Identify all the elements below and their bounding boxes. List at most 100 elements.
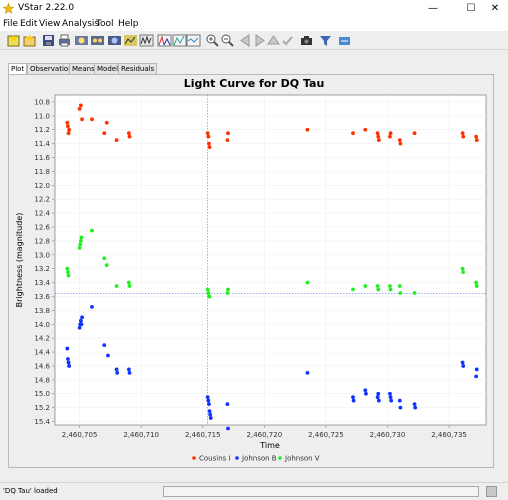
data-point	[126, 280, 131, 285]
title-bar: VStar 2.22.0 — ☐ ✕	[0, 0, 508, 18]
data-point	[364, 391, 368, 396]
data-point	[305, 127, 310, 132]
pan-up-icon[interactable]	[266, 33, 281, 48]
data-point	[412, 131, 417, 136]
y-tick-label: 11.4	[34, 140, 50, 148]
x-tick-label: 2,460,725	[308, 431, 344, 439]
zoom-in-icon[interactable]	[205, 33, 220, 48]
menu-edit[interactable]: Edit	[20, 19, 38, 29]
y-tick-label: 12.0	[34, 182, 50, 190]
close-button[interactable]: ✕	[490, 3, 500, 14]
data-point	[66, 124, 70, 129]
series-johnson-b	[65, 304, 479, 431]
y-tick-label: 14.0	[34, 321, 50, 329]
tab-plot[interactable]: Plot	[8, 63, 28, 75]
filter-icon[interactable]	[123, 33, 138, 48]
data-point	[65, 120, 70, 125]
data-point	[376, 287, 381, 292]
data-point	[114, 138, 119, 143]
data-point	[305, 280, 310, 285]
minimize-button[interactable]: —	[428, 3, 438, 14]
camera-icon[interactable]	[299, 33, 314, 48]
plugin-icon[interactable]	[337, 33, 352, 48]
y-tick-label: 13.6	[34, 293, 50, 301]
data-point	[226, 426, 230, 431]
data-point	[363, 127, 368, 132]
data-point	[474, 134, 479, 139]
y-tick-label: 15.4	[34, 418, 50, 426]
y-tick-label: 11.8	[34, 168, 50, 176]
data-point	[207, 409, 212, 414]
data-point	[77, 106, 82, 111]
data-point	[90, 117, 94, 122]
data-point	[127, 284, 132, 288]
data-point	[65, 346, 70, 351]
menu-help[interactable]: Help	[118, 19, 139, 29]
data-point	[66, 270, 70, 275]
menu-file[interactable]: File	[3, 19, 19, 29]
y-tick-label: 13.8	[34, 307, 50, 315]
menu-tool[interactable]: Tool	[96, 19, 114, 29]
save-icon[interactable]	[41, 33, 56, 48]
data-point	[225, 402, 230, 407]
data-point	[398, 291, 403, 295]
y-tick-label: 11.2	[34, 126, 50, 134]
plot-settings-icon[interactable]	[90, 33, 105, 48]
model-residuals-icon[interactable]	[186, 33, 201, 48]
data-point	[460, 360, 465, 365]
x-tick-label: 2,460,720	[247, 431, 283, 439]
y-axis-ticks: 10.8 11.0 11.2 11.4 11.6 11.8 12.0 12.2 12.4 12.6…	[34, 98, 55, 426]
model-icon[interactable]	[172, 33, 187, 48]
data-point	[67, 364, 72, 368]
data-point	[351, 395, 355, 400]
filter-funnel-icon[interactable]	[318, 33, 333, 48]
data-point	[205, 131, 210, 136]
legend-entry: Johnson B	[241, 455, 277, 463]
legend: Cousins I Johnson B Johnson V	[192, 455, 320, 463]
menu-view[interactable]: View	[39, 19, 61, 29]
open-file-icon[interactable]	[22, 33, 37, 48]
data-point	[388, 395, 393, 400]
data-point	[79, 322, 84, 327]
data-point	[90, 304, 94, 309]
data-point	[376, 134, 381, 139]
x-tick-label: 2,460,710	[123, 431, 159, 439]
progress-bar	[163, 486, 479, 497]
pan-right-icon[interactable]	[252, 33, 267, 48]
data-point	[398, 405, 403, 410]
resize-grip[interactable]	[486, 486, 497, 497]
y-tick-label: 13.0	[34, 251, 50, 259]
new-star-icon[interactable]	[6, 33, 21, 48]
menu-analysis[interactable]: Analysis	[62, 19, 100, 29]
data-point	[474, 367, 479, 372]
data-point	[77, 245, 82, 250]
info-icon[interactable]	[74, 33, 89, 48]
data-point	[66, 357, 70, 361]
data-point	[412, 291, 417, 295]
phase-plot-icon[interactable]	[139, 33, 154, 48]
data-point	[104, 120, 109, 125]
maximize-button[interactable]: ☐	[466, 3, 476, 14]
data-point	[207, 145, 212, 150]
plot-area[interactable]	[54, 94, 487, 426]
data-point	[474, 138, 479, 143]
data-point	[78, 242, 83, 247]
data-point	[115, 370, 120, 375]
check-icon[interactable]	[280, 33, 295, 48]
data-point	[102, 256, 107, 261]
zoom-out-icon[interactable]	[220, 33, 235, 48]
pan-left-icon[interactable]	[238, 33, 253, 48]
data-point	[207, 402, 211, 407]
data-point	[66, 273, 71, 278]
data-point	[412, 402, 417, 407]
print-icon[interactable]	[57, 33, 72, 48]
period-search-icon[interactable]	[157, 33, 172, 48]
light-curve-chart[interactable]: Light Curve for DQ Tau 10.811.011.211.41…	[8, 74, 494, 468]
y-tick-label: 14.4	[34, 349, 50, 357]
data-point	[461, 364, 466, 368]
zoom-icon[interactable]	[107, 33, 122, 48]
data-point	[388, 134, 392, 139]
y-tick-label: 12.2	[34, 196, 50, 204]
data-point	[205, 395, 210, 400]
tab-residuals[interactable]: Residuals	[118, 63, 158, 75]
